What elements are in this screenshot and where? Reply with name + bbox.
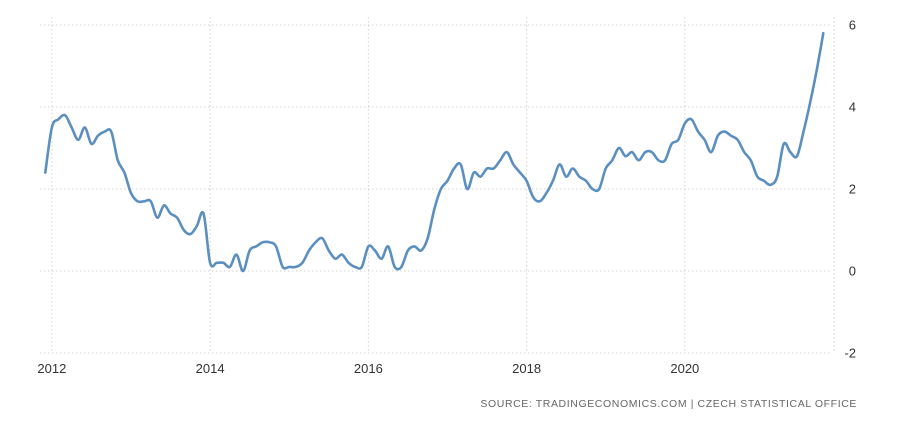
y-tick-label: 4 (849, 100, 856, 115)
series-line (44, 31, 825, 273)
y-tick-label: 6 (849, 18, 856, 33)
source-credit: SOURCE: TRADINGECONOMICS.COM | CZECH STA… (480, 398, 857, 410)
y-tick-label: -2 (844, 346, 856, 361)
x-tick-label: 2020 (670, 361, 699, 376)
series-layer (44, 31, 825, 273)
y-axis-tick-labels: -2 0 2 4 6 (844, 18, 856, 361)
x-tick-label: 2014 (196, 361, 225, 376)
x-tick-label: 2016 (354, 361, 383, 376)
y-tick-label: 2 (849, 182, 856, 197)
x-axis-tick-labels: 2012 2014 2016 2018 2020 (37, 361, 699, 376)
y-tick-label: 0 (849, 264, 856, 279)
x-tick-label: 2012 (37, 361, 66, 376)
x-tick-label: 2018 (512, 361, 541, 376)
grid-lines (40, 17, 835, 354)
